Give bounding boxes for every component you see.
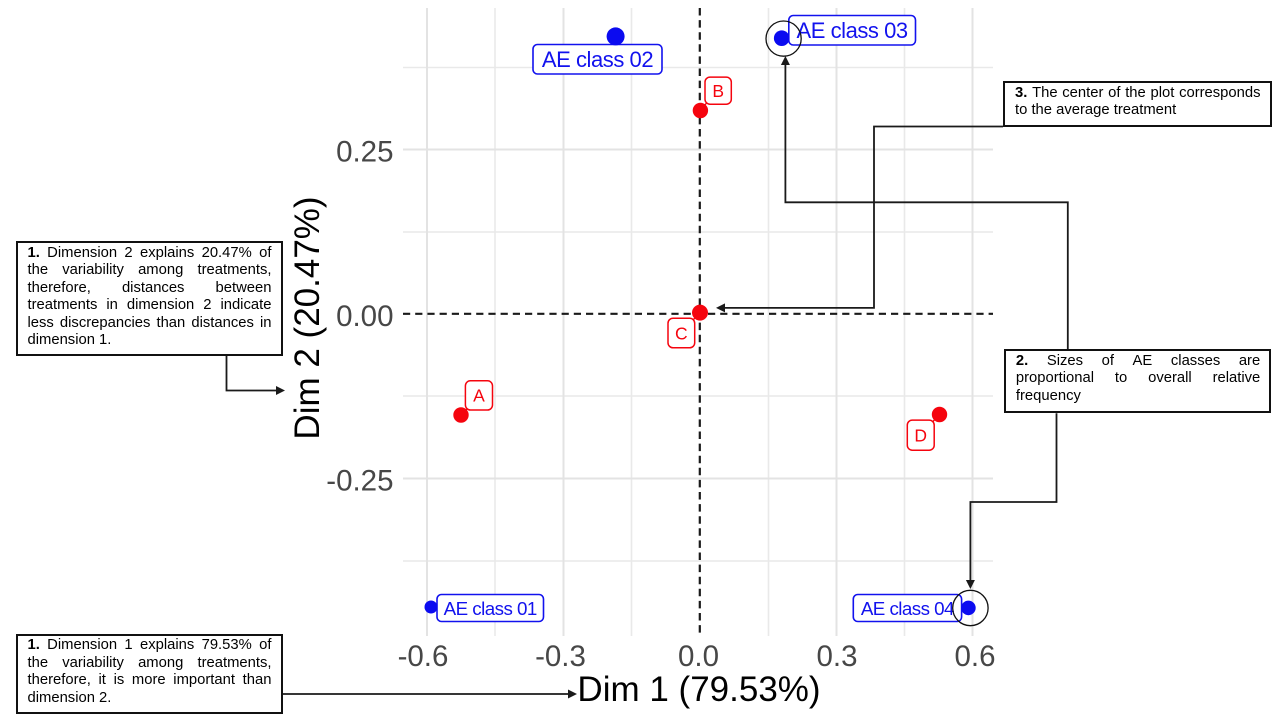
svg-text:AE class 03: AE class 03 <box>796 18 907 43</box>
svg-text:-0.6: -0.6 <box>398 640 449 673</box>
svg-text:AE class 04: AE class 04 <box>861 598 954 619</box>
svg-text:Dim 2 (20.47%): Dim 2 (20.47%) <box>288 196 327 439</box>
svg-text:-0.25: -0.25 <box>326 465 393 498</box>
svg-text:-0.3: -0.3 <box>535 640 586 673</box>
svg-text:D: D <box>914 426 927 446</box>
svg-text:0.6: 0.6 <box>954 640 995 673</box>
svg-text:B: B <box>712 81 724 101</box>
svg-text:0.00: 0.00 <box>336 300 393 333</box>
svg-text:AE class 02: AE class 02 <box>542 47 653 72</box>
svg-text:0.0: 0.0 <box>678 640 719 673</box>
svg-text:C: C <box>675 324 688 344</box>
svg-text:0.25: 0.25 <box>336 136 393 169</box>
svg-text:Dim 1 (79.53%): Dim 1 (79.53%) <box>577 670 820 709</box>
svg-text:AE class 01: AE class 01 <box>444 598 537 619</box>
svg-text:0.3: 0.3 <box>816 640 857 673</box>
svg-text:A: A <box>473 386 485 406</box>
